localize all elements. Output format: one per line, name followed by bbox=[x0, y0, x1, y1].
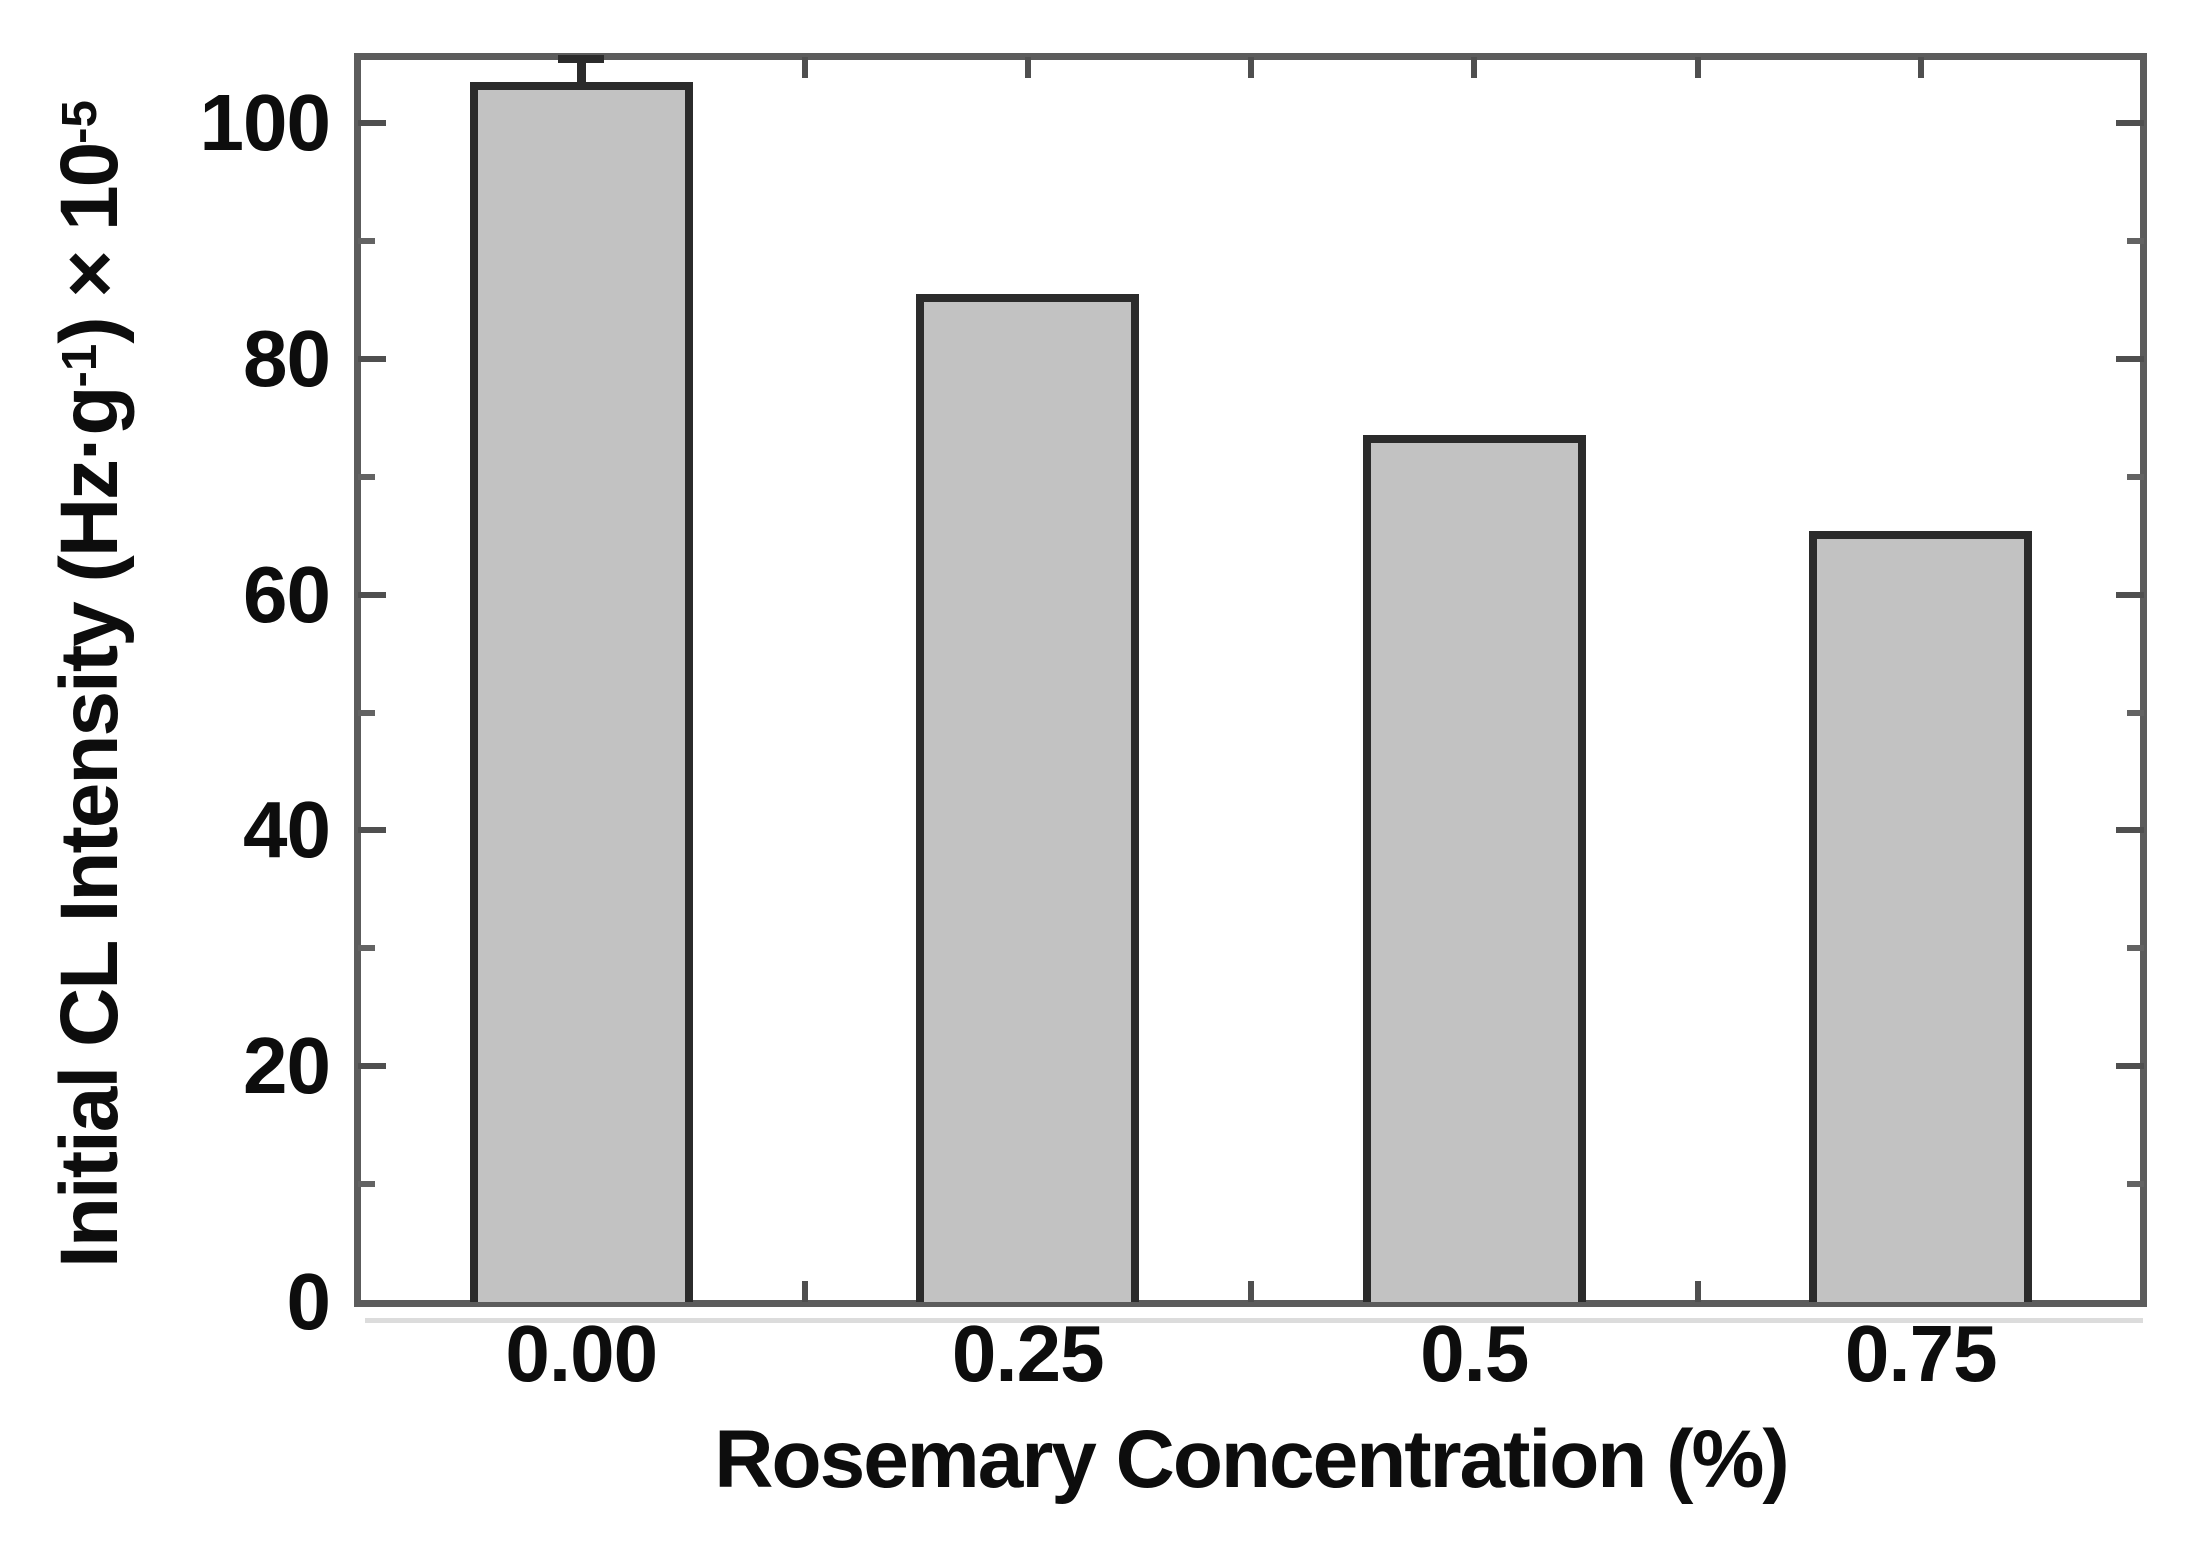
x-tick-top bbox=[1917, 57, 1924, 78]
y-major-tick-right bbox=[2116, 1063, 2144, 1070]
y-major-tick-left bbox=[358, 120, 386, 127]
x-axis-title: Rosemary Concentration (%) bbox=[714, 1414, 1789, 1505]
y-minor-tick-left bbox=[358, 945, 375, 952]
y-minor-tick-left bbox=[358, 709, 375, 716]
bar-0.75 bbox=[1809, 530, 2033, 1302]
y-minor-tick-left bbox=[358, 237, 375, 244]
y-major-tick-left bbox=[358, 591, 386, 598]
y-axis-title-text: ) × 10 bbox=[44, 143, 135, 344]
x-tick-bottom bbox=[1248, 1281, 1254, 1302]
y-axis-title: Initial CL Intensity (Hz·g-1) × 10-5 bbox=[38, 0, 142, 1386]
x-tick-bottom bbox=[801, 1281, 808, 1302]
y-minor-tick-right bbox=[2127, 473, 2144, 480]
y-major-tick-left bbox=[358, 355, 386, 362]
y-major-tick-right bbox=[2116, 591, 2144, 598]
bar-0.00 bbox=[469, 81, 693, 1302]
x-tick-label: 0.5 bbox=[1420, 1309, 1529, 1398]
y-major-tick-left bbox=[358, 1063, 386, 1070]
bar-0.25 bbox=[916, 293, 1140, 1302]
y-tick-label: 80 bbox=[243, 313, 331, 403]
y-minor-tick-left bbox=[358, 473, 375, 480]
axis-shadow-line bbox=[365, 1318, 2143, 1323]
x-tick-top bbox=[1471, 57, 1478, 78]
y-minor-tick-right bbox=[2127, 1181, 2144, 1188]
y-tick-label: 100 bbox=[199, 78, 331, 168]
y-tick-label: 20 bbox=[243, 1021, 331, 1111]
y-minor-tick-right bbox=[2127, 945, 2144, 952]
x-tick-top bbox=[801, 57, 808, 78]
error-bar-cap bbox=[558, 55, 605, 64]
y-major-tick-left bbox=[358, 827, 386, 834]
y-minor-tick-right bbox=[2127, 237, 2144, 244]
y-minor-tick-left bbox=[358, 1181, 375, 1188]
y-tick-label: 0 bbox=[286, 1257, 332, 1346]
y-major-tick-right bbox=[2116, 827, 2144, 834]
y-tick-label: 40 bbox=[243, 785, 331, 875]
y-tick-label: 60 bbox=[243, 549, 331, 639]
x-tick-top bbox=[1248, 57, 1254, 78]
plot-area bbox=[358, 55, 2144, 1302]
y-major-tick-right bbox=[2116, 355, 2144, 362]
y-major-tick-right bbox=[2116, 120, 2144, 127]
x-tick-top bbox=[1694, 57, 1701, 78]
y-minor-tick-right bbox=[2127, 709, 2144, 716]
x-tick-label: 0.75 bbox=[1844, 1309, 1998, 1398]
error-bar-whisker bbox=[576, 58, 586, 90]
bar-0.5 bbox=[1362, 435, 1586, 1302]
x-tick-bottom bbox=[1694, 1281, 1701, 1302]
x-tick-top bbox=[1024, 57, 1031, 78]
x-tick-label: 0.25 bbox=[951, 1309, 1105, 1398]
x-tick-label: 0.00 bbox=[505, 1309, 658, 1398]
